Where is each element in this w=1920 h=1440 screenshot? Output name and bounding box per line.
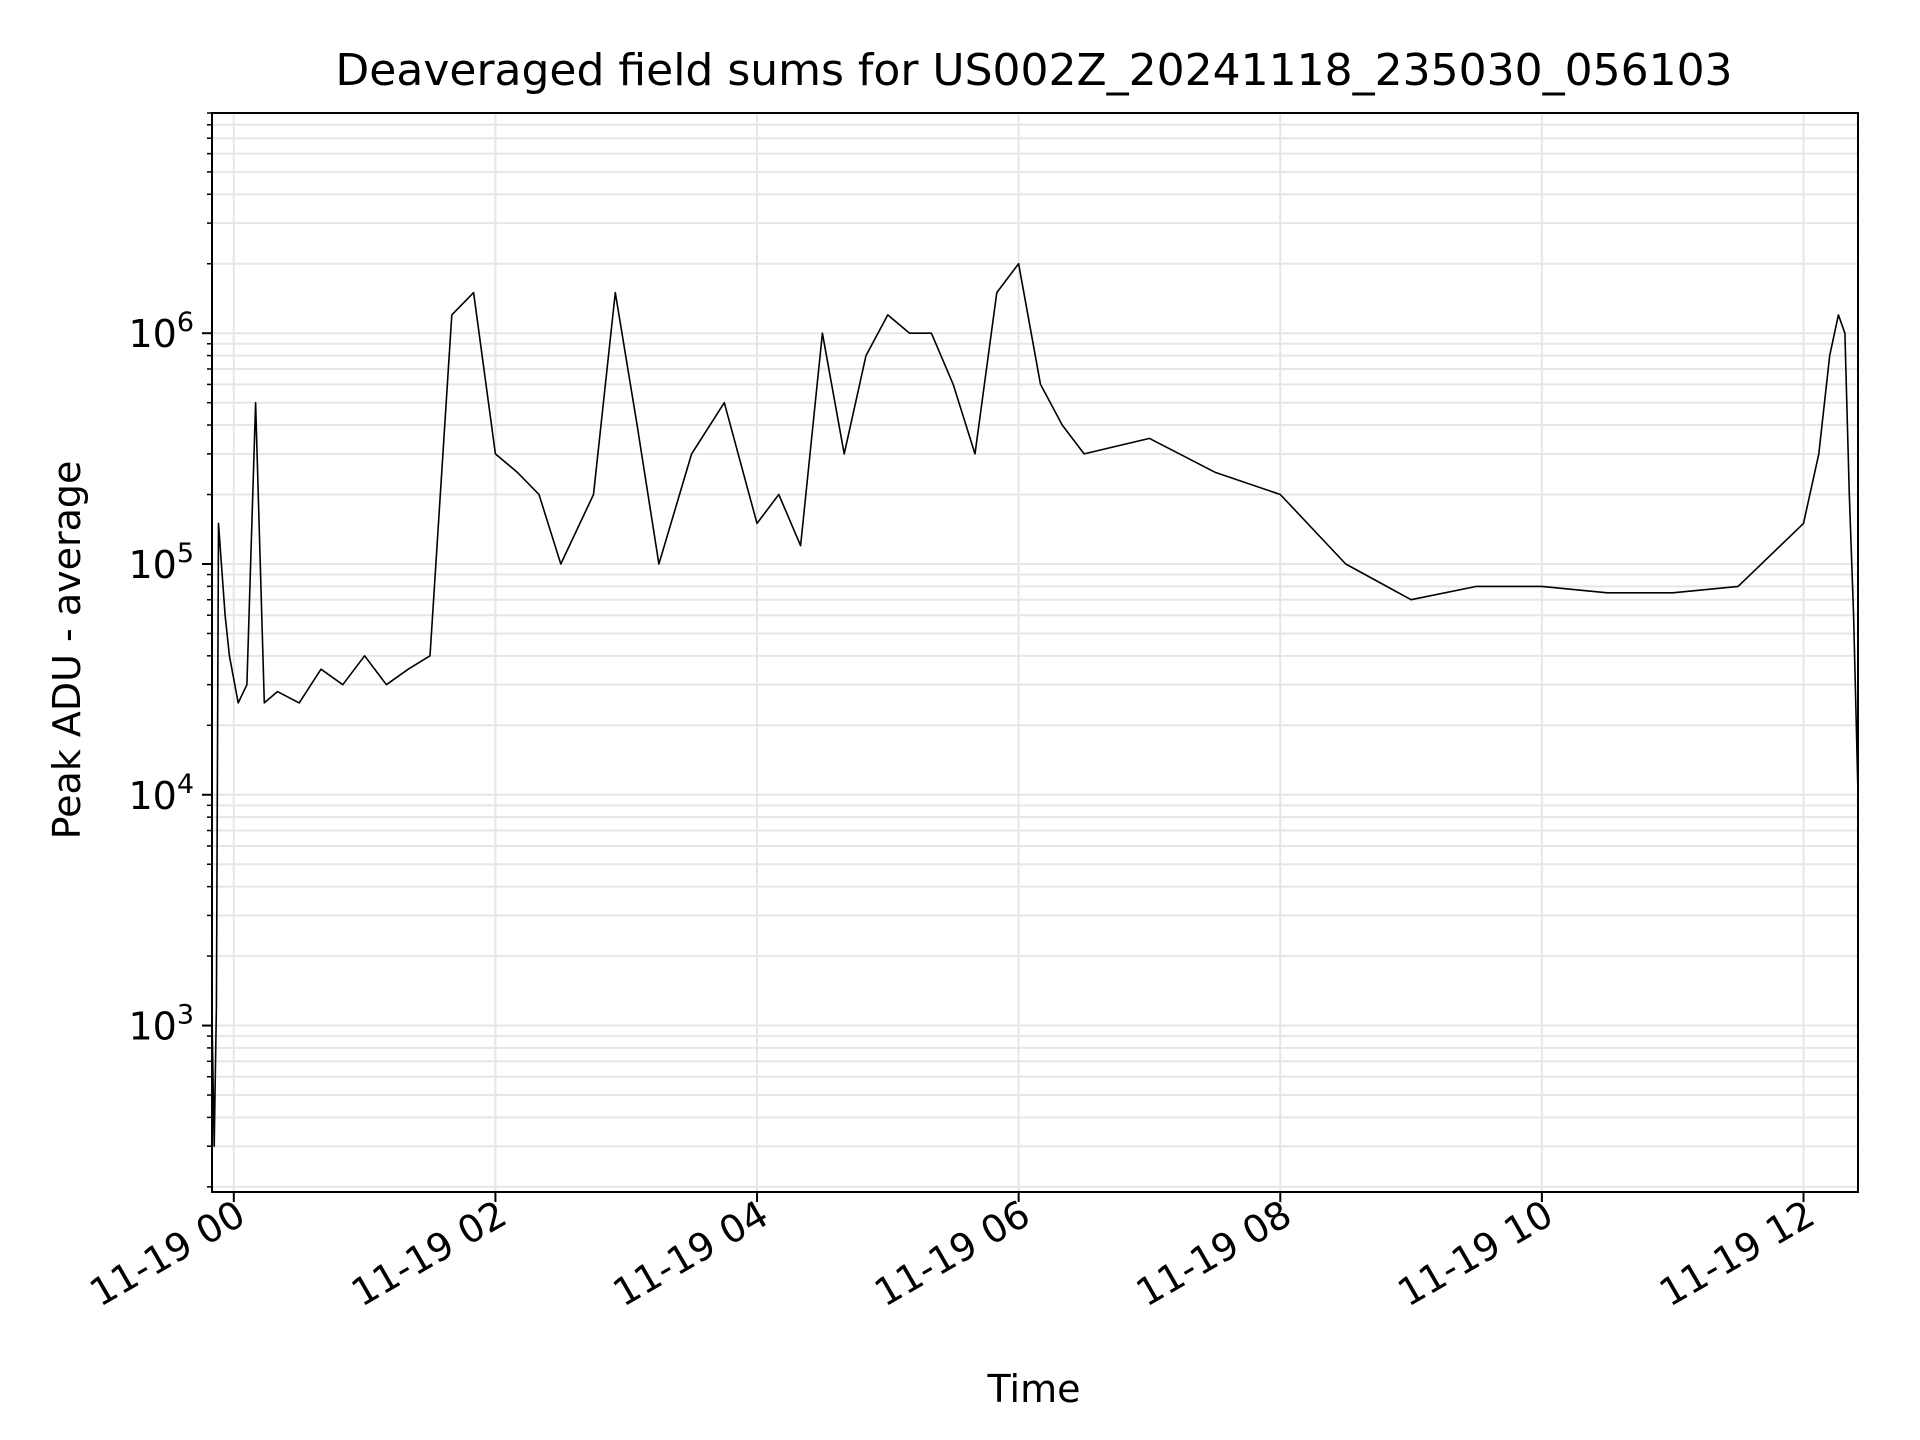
y-axis: 103 104 105 106 — [128, 112, 212, 1188]
x-axis-label: Time — [987, 1367, 1081, 1411]
chart-title: Deaveraged field sums for US002Z_2024111… — [335, 45, 1732, 96]
y-tick-label: 103 — [128, 1000, 194, 1049]
y-tick-label: 106 — [128, 307, 194, 356]
y-axis-label: Peak ADU - average — [45, 461, 89, 840]
series-layer — [211, 262, 1859, 1147]
y-tick-label: 105 — [128, 538, 194, 587]
y-tick-label: 104 — [128, 769, 194, 818]
series-line — [211, 262, 1859, 1147]
plot-frame — [211, 112, 1859, 1193]
